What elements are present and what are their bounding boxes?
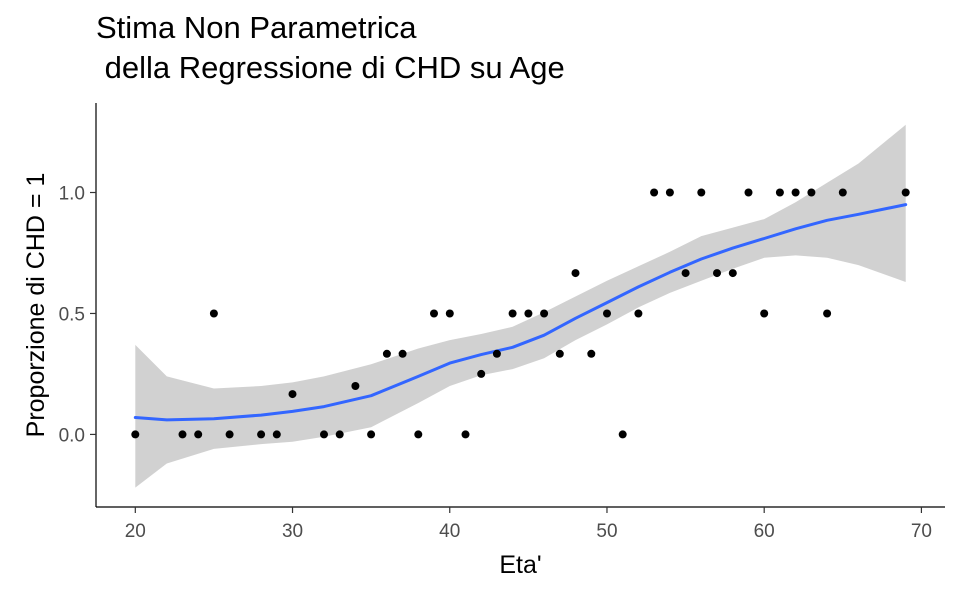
data-point [257, 430, 266, 439]
y-tick-label: 0.0 [59, 425, 85, 446]
confidence-band [135, 124, 906, 488]
confidence-band-layer [135, 124, 906, 488]
x-tick-label: 30 [282, 521, 303, 542]
data-point [351, 382, 360, 390]
data-point [477, 369, 486, 378]
data-point [760, 309, 769, 318]
data-point [492, 349, 501, 358]
data-point [587, 349, 596, 358]
data-point [807, 188, 816, 197]
data-point [618, 430, 627, 439]
data-point [555, 349, 564, 358]
data-point [775, 188, 784, 197]
x-tick-label: 20 [125, 521, 146, 542]
data-point [194, 430, 203, 439]
x-tick-label: 50 [596, 521, 617, 542]
data-point [382, 349, 391, 358]
data-point [540, 309, 549, 318]
data-point [272, 430, 281, 439]
data-point [901, 188, 910, 197]
data-point [665, 188, 674, 197]
data-point [791, 188, 800, 197]
data-point [650, 188, 659, 197]
chart-title: Stima Non Parametrica della Regressione … [96, 8, 565, 88]
x-tick-label: 60 [754, 521, 775, 542]
chart-title-line-2: della Regressione di CHD su Age [96, 50, 565, 85]
data-point [288, 390, 297, 399]
data-point [320, 430, 328, 439]
data-point [367, 430, 376, 439]
data-point [524, 309, 533, 318]
data-point [713, 269, 721, 278]
data-point [634, 309, 643, 318]
x-tick-label: 40 [439, 521, 460, 542]
y-tick-label: 1.0 [59, 184, 85, 205]
smooth-line [133, 203, 908, 422]
y-axis-title: Proporzione di CHD = 1 [22, 173, 50, 438]
y-tick-label: 0.5 [59, 304, 85, 325]
data-point [131, 430, 140, 439]
data-point [603, 309, 611, 318]
x-tick-label: 70 [911, 521, 932, 542]
data-point [823, 309, 832, 318]
chart-title-line-1: Stima Non Parametrica [96, 10, 417, 45]
data-point [744, 188, 753, 197]
data-point [398, 349, 407, 358]
data-point [461, 430, 470, 439]
data-point [681, 269, 690, 278]
data-point [414, 430, 423, 439]
data-point [178, 430, 187, 439]
data-point [697, 188, 706, 197]
data-point [445, 309, 454, 318]
data-point [728, 269, 737, 278]
data-point [225, 430, 234, 439]
smooth-line-layer [133, 203, 908, 422]
data-point [508, 309, 517, 318]
x-axis-title: Eta' [499, 551, 541, 579]
data-point [571, 269, 580, 278]
data-point [209, 309, 218, 318]
data-point [838, 188, 847, 197]
data-point [335, 430, 344, 439]
points-layer [131, 188, 910, 439]
axes-layer: 20 30 40 50 60 70 0.0 0.5 1.0 [59, 103, 945, 542]
data-point [430, 309, 438, 318]
